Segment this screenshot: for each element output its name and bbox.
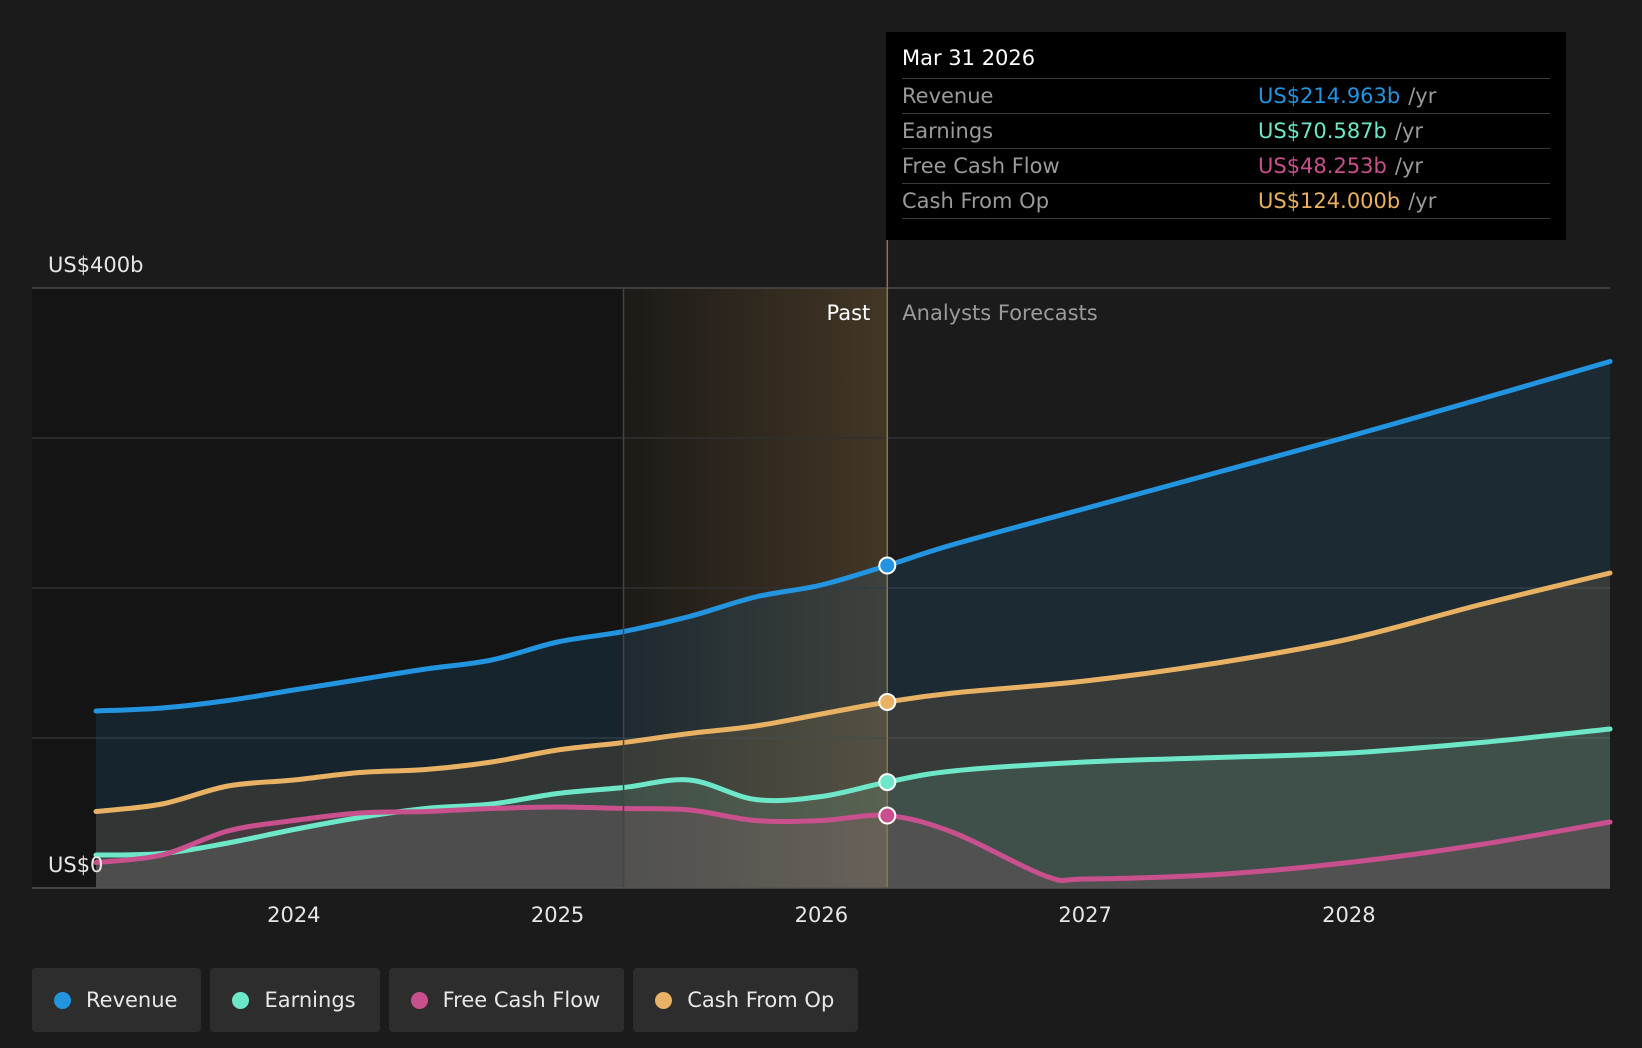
revenue-dot-icon	[54, 991, 71, 1009]
tooltip-label: Revenue	[902, 84, 994, 108]
tooltip-label: Free Cash Flow	[902, 154, 1060, 178]
tooltip-value: US$124.000b	[1258, 189, 1401, 213]
cash-from-op-line	[93, 570, 1613, 814]
legend-label: Earnings	[264, 988, 356, 1012]
series-lines	[93, 359, 1613, 883]
legend-label: Free Cash Flow	[442, 988, 601, 1012]
tooltip-row-free-cash-flow: Free Cash Flow US$48.253b /yr	[902, 149, 1550, 184]
chart-legend: Revenue Earnings Free Cash Flow Cash Fro…	[32, 968, 859, 1032]
earnings-dot-icon	[232, 991, 250, 1009]
tooltip-unit: /yr	[1408, 84, 1437, 108]
tooltip-date: Mar 31 2026	[902, 44, 1550, 79]
past-label: Past	[827, 301, 871, 325]
y-axis-top-label: US$400b	[48, 253, 143, 277]
tooltip-unit: /yr	[1408, 189, 1437, 213]
x-tick-label: 2027	[1058, 903, 1111, 927]
free-cash-flow-dot-icon	[410, 991, 428, 1009]
tooltip-row-cash-from-op: Cash From Op US$124.000b /yr	[902, 184, 1550, 219]
x-tick-label: 2024	[267, 903, 320, 927]
free-cash-flow-line	[93, 804, 1613, 883]
tooltip-unit: /yr	[1394, 119, 1424, 143]
tooltip-value: US$48.253b	[1258, 154, 1387, 178]
tooltip-unit: /yr	[1394, 154, 1424, 178]
free-cash-flow-marker	[878, 806, 897, 825]
tooltip-label: Cash From Op	[902, 189, 1050, 213]
cash-from-op-dot-icon	[655, 991, 673, 1009]
legend-item-cash-from-op[interactable]: Cash From Op	[633, 968, 859, 1032]
x-axis-ticks: 2024 2025 2026 2027 2028	[267, 903, 1376, 927]
legend-item-earnings[interactable]: Earnings	[210, 968, 380, 1032]
tooltip-markers	[878, 556, 897, 825]
x-tick-label: 2028	[1322, 903, 1375, 927]
revenue-marker	[878, 556, 897, 575]
y-axis-bottom-label: US$0	[48, 853, 103, 877]
cash-from-op-marker	[878, 693, 897, 711]
tooltip-value: US$214.963b	[1258, 84, 1401, 108]
legend-label: Revenue	[86, 988, 178, 1012]
tooltip-value: US$70.587b	[1258, 119, 1387, 143]
earnings-line	[93, 726, 1613, 858]
earnings-marker	[878, 773, 897, 792]
legend-label: Cash From Op	[687, 988, 835, 1012]
free-cash-flow-area	[96, 807, 1610, 888]
legend-item-free-cash-flow[interactable]: Free Cash Flow	[388, 968, 625, 1032]
legend-item-revenue[interactable]: Revenue	[32, 968, 202, 1032]
tooltip-row-revenue: Revenue US$214.963b /yr	[902, 79, 1550, 114]
data-tooltip: Mar 31 2026 Revenue US$214.963b /yr Earn…	[886, 32, 1566, 240]
forecast-label: Analysts Forecasts	[902, 301, 1097, 325]
earnings-area	[96, 729, 1610, 888]
x-tick-label: 2026	[795, 903, 848, 927]
tooltip-label: Earnings	[902, 119, 994, 143]
revenue-line	[93, 359, 1613, 714]
x-tick-label: 2025	[531, 903, 584, 927]
tooltip-row-earnings: Earnings US$70.587b /yr	[902, 114, 1550, 149]
